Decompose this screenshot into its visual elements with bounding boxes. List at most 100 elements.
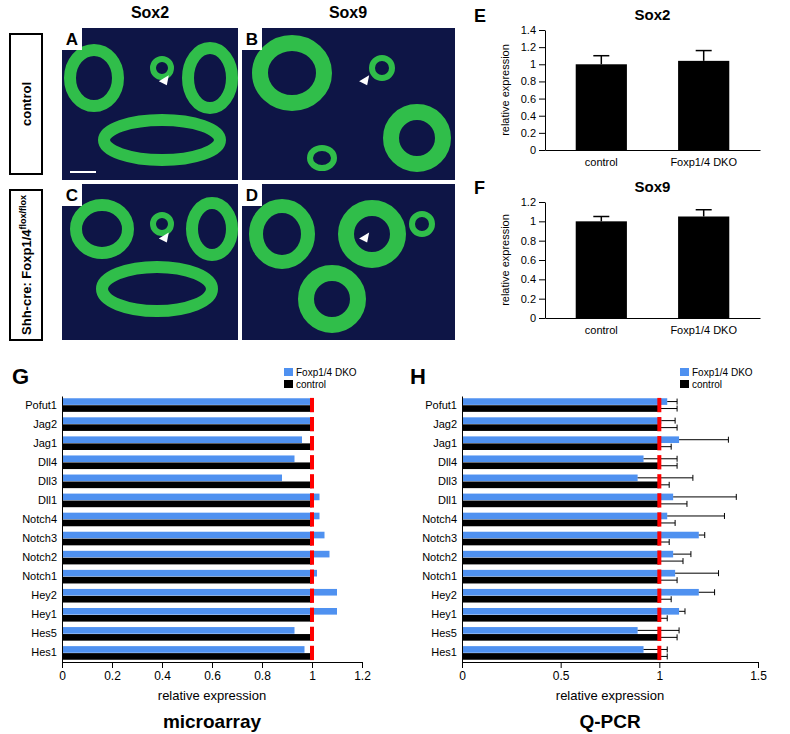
error-bar bbox=[593, 217, 609, 222]
bar bbox=[462, 513, 667, 520]
chart-title: Sox2 bbox=[635, 6, 671, 23]
tick-mark bbox=[539, 133, 545, 134]
error-bar bbox=[673, 494, 736, 500]
bar bbox=[678, 217, 729, 319]
tick-mark bbox=[312, 662, 313, 668]
row-label: control bbox=[19, 82, 34, 126]
tick: Dll1 bbox=[38, 494, 57, 506]
bar bbox=[462, 558, 659, 565]
error-cap bbox=[696, 50, 712, 52]
epithelium-stain bbox=[256, 206, 308, 262]
tick: Notch4 bbox=[422, 513, 457, 525]
bar bbox=[62, 634, 312, 641]
bar-chart: 00.20.40.60.811.2Pofut1Jag2Jag1Dll4Dll3D… bbox=[12, 364, 371, 732]
tick: 0.8 bbox=[521, 235, 545, 247]
figure: ABCDSox2Sox9controlShh-cre: Foxp1/4flox/… bbox=[0, 0, 790, 734]
tick: 0 bbox=[530, 312, 545, 324]
x-axis: 00.511.5 bbox=[459, 662, 767, 683]
epithelium-stain bbox=[104, 120, 220, 160]
tick-mark bbox=[539, 260, 545, 261]
legend-label: control bbox=[692, 379, 722, 390]
tick-label: Notch2 bbox=[22, 551, 57, 563]
tick: Hes5 bbox=[431, 627, 457, 639]
bar-chart: 00.511.5Pofut1Jag2Jag1Dll4Dll3Dll1Notch4… bbox=[410, 364, 767, 732]
error-whisker bbox=[667, 401, 677, 402]
error-bar bbox=[659, 634, 677, 640]
tick: 0 bbox=[59, 662, 66, 683]
bar bbox=[62, 608, 337, 615]
tick: Hey1 bbox=[431, 608, 457, 620]
axis-line bbox=[62, 397, 63, 663]
bar bbox=[62, 627, 295, 634]
error-cap bbox=[677, 463, 678, 469]
bar bbox=[462, 405, 659, 412]
tick: 1.4 bbox=[521, 24, 545, 36]
error-whisker bbox=[659, 580, 677, 581]
tick-label: Jag2 bbox=[433, 418, 457, 430]
axis-line bbox=[545, 203, 546, 319]
series bbox=[62, 398, 337, 653]
bar bbox=[62, 405, 312, 412]
reference-mark bbox=[310, 512, 314, 526]
error-whisker bbox=[659, 408, 677, 409]
error-whisker bbox=[659, 465, 677, 466]
epithelium-stain bbox=[306, 273, 358, 325]
series bbox=[462, 398, 699, 653]
bar bbox=[62, 615, 312, 622]
tick: 1 bbox=[530, 215, 545, 227]
bar bbox=[462, 627, 638, 634]
bar bbox=[576, 221, 627, 318]
x-axis: controlFoxp1/4 DKO bbox=[546, 319, 761, 336]
tick-label: 0.4 bbox=[154, 669, 171, 683]
error-whisker bbox=[659, 503, 687, 504]
bar-chart: 00.20.40.60.811.21.4controlFoxp1/4 DKOSo… bbox=[474, 6, 761, 168]
bar bbox=[462, 570, 675, 577]
bar bbox=[462, 577, 659, 584]
error-bar bbox=[659, 406, 677, 412]
bar bbox=[462, 653, 659, 660]
bar bbox=[62, 646, 305, 653]
tick-label: 0.6 bbox=[521, 93, 536, 105]
tick-label: control bbox=[585, 324, 618, 336]
tick-mark bbox=[659, 662, 660, 668]
reference-mark bbox=[657, 417, 661, 431]
bar bbox=[62, 501, 312, 508]
tick: 0 bbox=[459, 662, 466, 683]
error-cap bbox=[677, 399, 678, 405]
error-whisker bbox=[679, 439, 728, 440]
error-cap bbox=[675, 520, 676, 526]
epithelium-stain bbox=[372, 58, 392, 78]
tick-mark bbox=[539, 30, 545, 31]
error-bar bbox=[667, 399, 677, 405]
error-whisker bbox=[601, 56, 603, 65]
tick: Hes5 bbox=[31, 627, 57, 639]
tick-label: 1.2 bbox=[521, 41, 536, 53]
plot-marks bbox=[62, 398, 337, 660]
tick: 1.5 bbox=[750, 662, 767, 683]
row-label-box bbox=[10, 34, 42, 174]
tick-label: 0 bbox=[59, 669, 66, 683]
error-cap bbox=[593, 216, 609, 218]
legend-swatch bbox=[680, 368, 689, 376]
bar bbox=[462, 646, 644, 653]
tick: Jag2 bbox=[33, 418, 57, 430]
tick-label: Pofut1 bbox=[425, 399, 457, 411]
tick: Dll3 bbox=[438, 475, 457, 487]
legend-label: Foxp1/4 DKO bbox=[296, 367, 357, 378]
tick-label: Jag2 bbox=[33, 418, 57, 430]
tick: Hes1 bbox=[431, 646, 457, 658]
error-bar bbox=[679, 608, 685, 614]
tick: 0.8 bbox=[521, 75, 545, 87]
epithelium-stain bbox=[153, 215, 171, 233]
plot-marks bbox=[576, 210, 730, 318]
tick-label: 1.2 bbox=[354, 669, 371, 683]
reference-mark bbox=[310, 398, 314, 412]
reference-mark bbox=[310, 474, 314, 488]
axis-line bbox=[463, 662, 759, 663]
tick: Hey1 bbox=[31, 608, 57, 620]
tick: Notch1 bbox=[422, 570, 457, 582]
tick-mark bbox=[539, 279, 545, 280]
tick-mark bbox=[462, 662, 463, 668]
error-whisker bbox=[644, 649, 668, 650]
bar bbox=[62, 494, 320, 501]
